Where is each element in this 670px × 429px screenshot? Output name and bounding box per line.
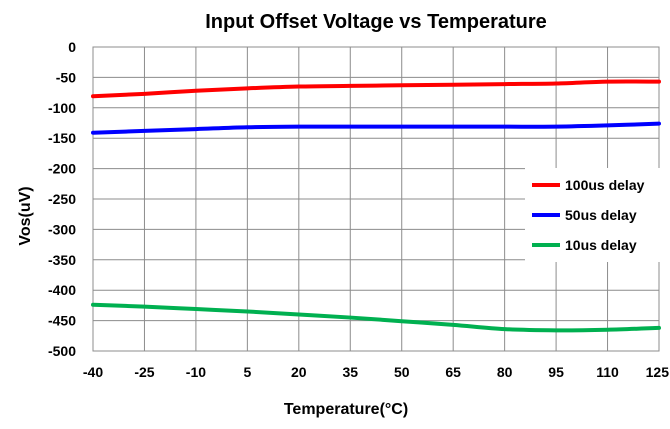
x-axis-ticks: -40 -25 -10 5 20 35 50 65 80 95 110 125 <box>83 364 669 380</box>
y-tick-label: -250 <box>48 191 76 207</box>
legend-label: 100us delay <box>565 177 645 193</box>
x-tick-label: 20 <box>291 364 307 380</box>
y-tick-label: -100 <box>48 100 76 116</box>
y-tick-label: -400 <box>48 282 76 298</box>
x-tick-label: 125 <box>646 364 670 380</box>
series-lines <box>91 79 661 333</box>
x-tick-label: 5 <box>243 364 251 380</box>
x-tick-label: -10 <box>186 364 206 380</box>
series-line-1 <box>91 79 661 99</box>
y-axis-ticks: 0 -50 -100 -150 -200 -250 -300 -350 -400 -450 -500 <box>48 39 76 359</box>
y-tick-label: -50 <box>56 69 76 85</box>
x-axis-label: Temperature(°C) <box>284 401 408 418</box>
y-axis-label: Vos(uV) <box>17 186 34 245</box>
y-tick-label: 0 <box>68 39 76 55</box>
y-tick-label: -450 <box>48 313 76 329</box>
series-line-3 <box>91 302 661 333</box>
y-tick-label: -300 <box>48 221 76 237</box>
legend-label: 50us delay <box>565 207 637 223</box>
y-tick-label: -500 <box>48 343 76 359</box>
x-tick-label: 65 <box>445 364 461 380</box>
x-tick-label: -40 <box>83 364 103 380</box>
x-tick-label: 95 <box>548 364 564 380</box>
x-tick-label: -25 <box>134 364 154 380</box>
legend: 100us delay 50us delay 10us delay <box>525 168 665 262</box>
series-line-2 <box>91 121 661 135</box>
y-tick-label: -200 <box>48 161 76 177</box>
y-tick-label: -350 <box>48 252 76 268</box>
y-tick-label: -150 <box>48 130 76 146</box>
legend-label: 10us delay <box>565 237 637 253</box>
x-tick-label: 35 <box>342 364 358 380</box>
chart-title: Input Offset Voltage vs Temperature <box>205 11 547 33</box>
x-tick-label: 50 <box>394 364 410 380</box>
x-tick-label: 110 <box>596 364 619 380</box>
x-tick-label: 80 <box>497 364 513 380</box>
